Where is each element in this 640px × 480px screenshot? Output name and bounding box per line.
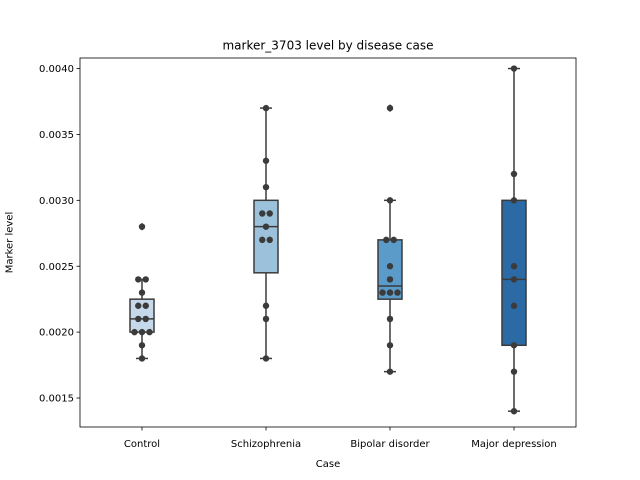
y-axis-label: Marker level — [5, 212, 16, 274]
data-point — [259, 210, 266, 217]
data-point — [386, 263, 394, 270]
data-point — [138, 342, 146, 349]
data-point — [262, 104, 270, 112]
chart-title: marker_3703 level by disease case — [222, 39, 433, 53]
data-point — [142, 276, 149, 283]
data-point — [386, 276, 394, 283]
x-tick-label: Major depression — [471, 439, 557, 450]
y-tick-label: 0.0015 — [39, 394, 74, 405]
data-point — [386, 342, 394, 349]
data-point — [266, 210, 273, 217]
data-point — [510, 65, 518, 72]
data-point — [510, 368, 518, 375]
data-point — [142, 302, 149, 309]
data-point — [386, 368, 394, 375]
data-point — [262, 302, 270, 309]
data-point — [510, 263, 518, 270]
data-point — [386, 289, 394, 296]
y-tick-label: 0.0030 — [39, 196, 74, 207]
data-point — [135, 302, 142, 309]
data-point — [510, 302, 518, 309]
x-tick-label: Control — [124, 439, 160, 450]
data-point — [386, 315, 394, 323]
plot-frame — [79, 57, 577, 428]
data-point — [386, 104, 394, 112]
data-point — [510, 407, 518, 415]
data-point — [510, 276, 518, 283]
data-point — [138, 328, 146, 336]
data-point — [262, 315, 270, 323]
data-point — [135, 276, 142, 283]
y-tick-label: 0.0020 — [39, 328, 74, 339]
box-1 — [129, 298, 155, 333]
data-point — [138, 355, 146, 362]
data-point — [131, 328, 138, 336]
data-point — [259, 236, 266, 244]
x-tick-label: Schizophrenia — [231, 439, 301, 450]
data-point — [262, 355, 270, 362]
box-4 — [501, 199, 527, 347]
data-point — [135, 315, 142, 323]
data-point — [138, 289, 146, 296]
data-point — [386, 197, 394, 204]
x-axis-label: Case — [316, 459, 340, 470]
y-tick-label: 0.0035 — [39, 130, 74, 141]
box-3 — [377, 239, 403, 300]
data-point — [390, 236, 397, 244]
data-point — [262, 157, 270, 164]
data-point — [383, 236, 390, 244]
data-point — [266, 236, 273, 244]
data-point — [510, 342, 518, 349]
x-tick-label: Bipolar disorder — [350, 439, 430, 450]
plot-area: 0.0015 0.0020 0.0025 0.0030 0.0035 0.0040 Cont… — [39, 64, 557, 450]
y-tick-label: 0.0040 — [39, 64, 74, 75]
data-point — [510, 170, 518, 178]
data-point — [394, 289, 401, 296]
data-point — [262, 183, 270, 191]
data-point — [142, 315, 149, 323]
data-point — [510, 197, 518, 204]
data-point — [262, 223, 270, 230]
data-point — [379, 289, 386, 296]
box-2 — [253, 199, 279, 274]
y-tick-label: 0.0025 — [39, 262, 74, 273]
data-point — [146, 328, 153, 336]
data-point — [138, 223, 146, 230]
